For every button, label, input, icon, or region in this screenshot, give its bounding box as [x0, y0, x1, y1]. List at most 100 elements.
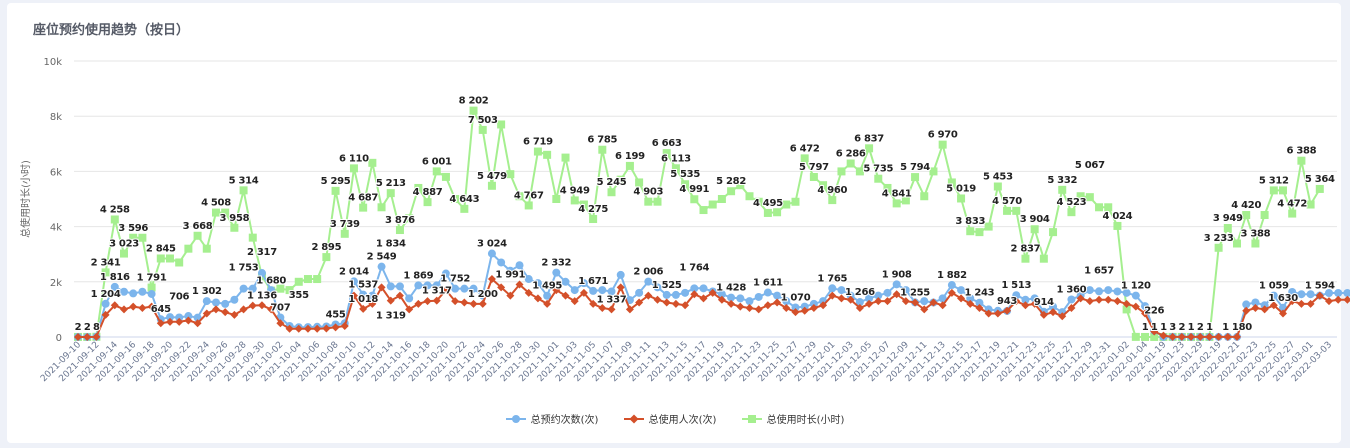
data-point	[359, 290, 368, 299]
data-point	[552, 268, 561, 277]
data-point	[524, 288, 533, 297]
data-label: 6 785	[587, 135, 617, 146]
data-point	[1251, 298, 1260, 307]
data-label: 1 513	[1001, 280, 1031, 291]
data-point	[441, 269, 450, 278]
data-label: 2 549	[367, 252, 397, 263]
data-point	[957, 194, 966, 203]
data-point	[1049, 302, 1058, 311]
data-point	[119, 249, 128, 258]
data-point	[1306, 299, 1315, 308]
data-point	[1159, 331, 1168, 340]
data-point	[1251, 304, 1260, 313]
data-point	[579, 288, 588, 297]
data-point	[1343, 295, 1350, 304]
data-point	[423, 281, 432, 290]
data-point	[1242, 306, 1251, 315]
data-point	[625, 305, 634, 314]
data-point	[331, 186, 340, 195]
data-label: 5 453	[983, 171, 1013, 182]
data-point	[1297, 299, 1306, 308]
data-label: 4 949	[560, 185, 590, 196]
data-point	[1297, 156, 1306, 165]
data-label: 1 630	[1268, 293, 1298, 304]
data-point	[322, 324, 331, 333]
data-point	[1325, 297, 1333, 306]
data-point	[966, 227, 975, 236]
data-point	[754, 305, 763, 314]
data-point	[414, 183, 423, 192]
data-point	[1076, 192, 1085, 201]
data-point	[1122, 299, 1131, 308]
data-point	[1067, 304, 1076, 313]
data-point	[938, 140, 947, 149]
data-point	[800, 306, 809, 315]
data-label: 914	[1034, 297, 1054, 308]
data-point	[533, 147, 542, 156]
data-point	[441, 286, 450, 295]
data-point	[395, 291, 404, 300]
data-point	[791, 303, 800, 312]
data-point	[625, 161, 634, 170]
data-point	[865, 299, 874, 308]
data-point	[947, 281, 956, 290]
data-point	[644, 197, 653, 206]
data-point	[791, 197, 800, 206]
data-point	[929, 298, 938, 307]
y-tick-label: 0	[56, 333, 62, 344]
data-point	[782, 304, 791, 313]
data-label: 1 753	[229, 263, 259, 274]
legend-item-hours[interactable]: 总使用时长(小时)	[741, 411, 844, 426]
y-tick-label: 8k	[50, 112, 62, 123]
data-point	[405, 294, 414, 303]
data-point	[892, 290, 901, 299]
data-point	[1150, 332, 1159, 341]
data-point	[552, 286, 561, 295]
data-label: 6 001	[422, 156, 452, 167]
data-point	[690, 290, 699, 299]
data-point	[1334, 289, 1343, 298]
data-point	[883, 288, 892, 297]
data-label: 1 317	[422, 286, 452, 297]
data-point	[975, 298, 984, 307]
data-point	[92, 332, 101, 341]
data-point	[276, 284, 285, 293]
data-label: 6 663	[652, 138, 682, 149]
data-label: 4 960	[817, 185, 847, 196]
data-point	[837, 294, 846, 303]
data-label: 1 180	[1222, 322, 1252, 333]
data-label: 6 837	[854, 133, 884, 144]
data-point	[1095, 295, 1104, 304]
data-point	[1076, 294, 1085, 303]
data-label: 4 024	[1103, 211, 1133, 222]
data-point	[469, 299, 478, 308]
data-label: 5 295	[321, 176, 351, 187]
data-point	[478, 299, 487, 308]
data-label: 6 970	[928, 130, 958, 141]
data-point	[543, 150, 552, 159]
data-label: 1 657	[1084, 265, 1114, 276]
data-point	[156, 254, 165, 263]
data-point	[699, 284, 708, 293]
data-point	[478, 125, 487, 134]
data-point	[911, 298, 920, 307]
data-point	[276, 319, 285, 328]
data-point	[1122, 305, 1131, 314]
legend-item-visits[interactable]: 总使用人次(次)	[623, 411, 716, 426]
data-point	[662, 298, 671, 307]
data-label: 3 233	[1204, 233, 1234, 244]
data-point	[699, 294, 708, 303]
data-label: 5 019	[946, 183, 976, 194]
legend-item-reservations[interactable]: 总预约次数(次)	[505, 411, 598, 426]
data-point	[230, 223, 239, 232]
data-point	[211, 208, 220, 217]
data-label: 3 904	[1020, 214, 1050, 225]
y-tick-label: 4k	[50, 223, 62, 234]
data-point	[138, 304, 147, 313]
data-label: 3 739	[330, 219, 360, 230]
data-label: 6 472	[790, 143, 820, 154]
data-point	[322, 253, 331, 262]
data-label: 4 687	[348, 193, 378, 204]
data-point	[570, 297, 579, 306]
